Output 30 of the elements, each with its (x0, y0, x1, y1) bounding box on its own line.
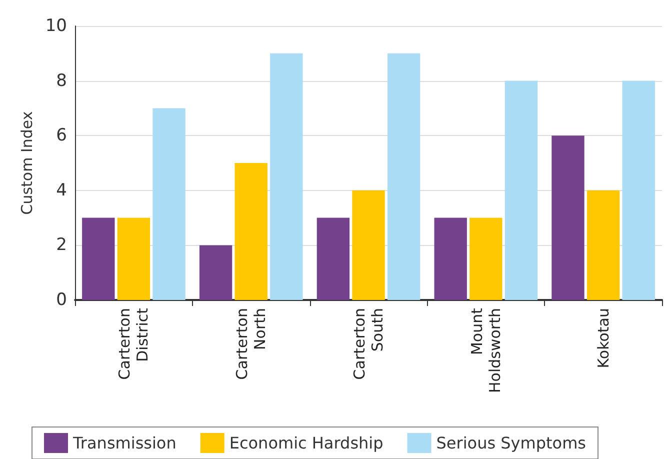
bar (552, 136, 584, 300)
x-tick-label: Carterton South (350, 308, 386, 380)
bar (199, 245, 232, 300)
x-tick-label: Kokotau (594, 308, 612, 368)
y-tick-label: 6 (56, 126, 67, 146)
legend-label: Serious Symptoms (436, 434, 586, 452)
y-tick-label: 2 (56, 235, 67, 256)
y-tick-label: 10 (45, 16, 67, 36)
y-tick-label: 0 (56, 290, 67, 310)
x-tick-label: Mount Holdsworth (468, 308, 504, 393)
bar (586, 190, 620, 300)
bar (504, 80, 538, 300)
bar (270, 53, 303, 300)
bar (387, 53, 420, 300)
y-axis-title: Custom Index (18, 111, 36, 215)
x-tick-label: Carterton District (116, 308, 152, 380)
legend-label: Economic Hardship (229, 434, 384, 452)
bar (470, 218, 502, 300)
bar (234, 163, 268, 300)
bar (622, 80, 655, 300)
y-tick-label: 4 (56, 180, 67, 200)
bar (316, 218, 350, 300)
bar (117, 218, 150, 300)
bar (434, 218, 467, 300)
bar (352, 190, 385, 300)
bar (152, 108, 186, 300)
y-tick-label: 8 (56, 70, 67, 91)
x-tick-label: Carterton North (233, 308, 270, 380)
legend-label: Transmission (72, 434, 176, 452)
bar (82, 218, 115, 300)
